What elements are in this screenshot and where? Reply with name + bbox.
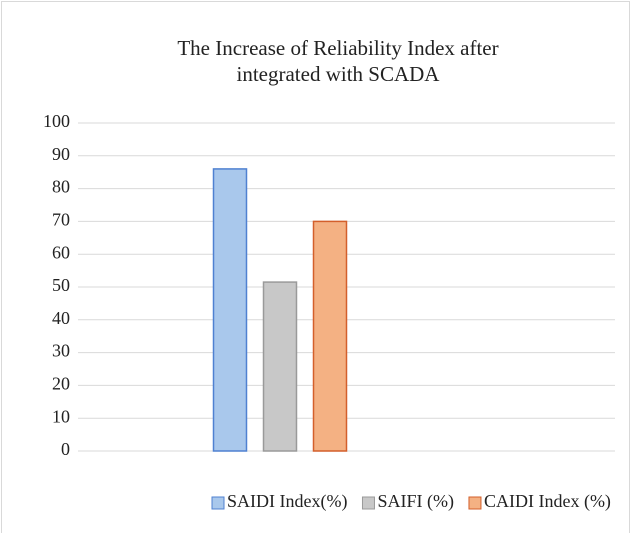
legend-swatch: [211, 496, 225, 510]
y-tick-label: 30: [52, 341, 70, 361]
legend-label: SAIFI (%): [377, 491, 454, 512]
chart-title: The Increase of Reliability Index after: [177, 36, 498, 60]
y-tick-label: 80: [52, 177, 70, 197]
y-tick-label: 60: [52, 242, 70, 262]
y-tick-label: 40: [52, 308, 70, 328]
y-tick-label: 0: [61, 439, 70, 459]
y-tick-label: 90: [52, 144, 70, 164]
legend-swatch: [468, 496, 482, 510]
bar: [312, 220, 348, 452]
y-tick-label: 100: [43, 111, 70, 131]
y-tick-label: 70: [52, 210, 70, 230]
y-tick-label: 10: [52, 406, 70, 426]
legend-swatch: [361, 496, 375, 510]
bar: [262, 281, 298, 452]
y-tick-label: 50: [52, 275, 70, 295]
chart-title: integrated with SCADA: [237, 62, 441, 86]
legend-label: SAIDI Index(%): [227, 491, 347, 512]
legend-label: CAIDI Index (%): [484, 491, 611, 512]
bar: [212, 168, 248, 452]
y-tick-label: 20: [52, 374, 70, 394]
